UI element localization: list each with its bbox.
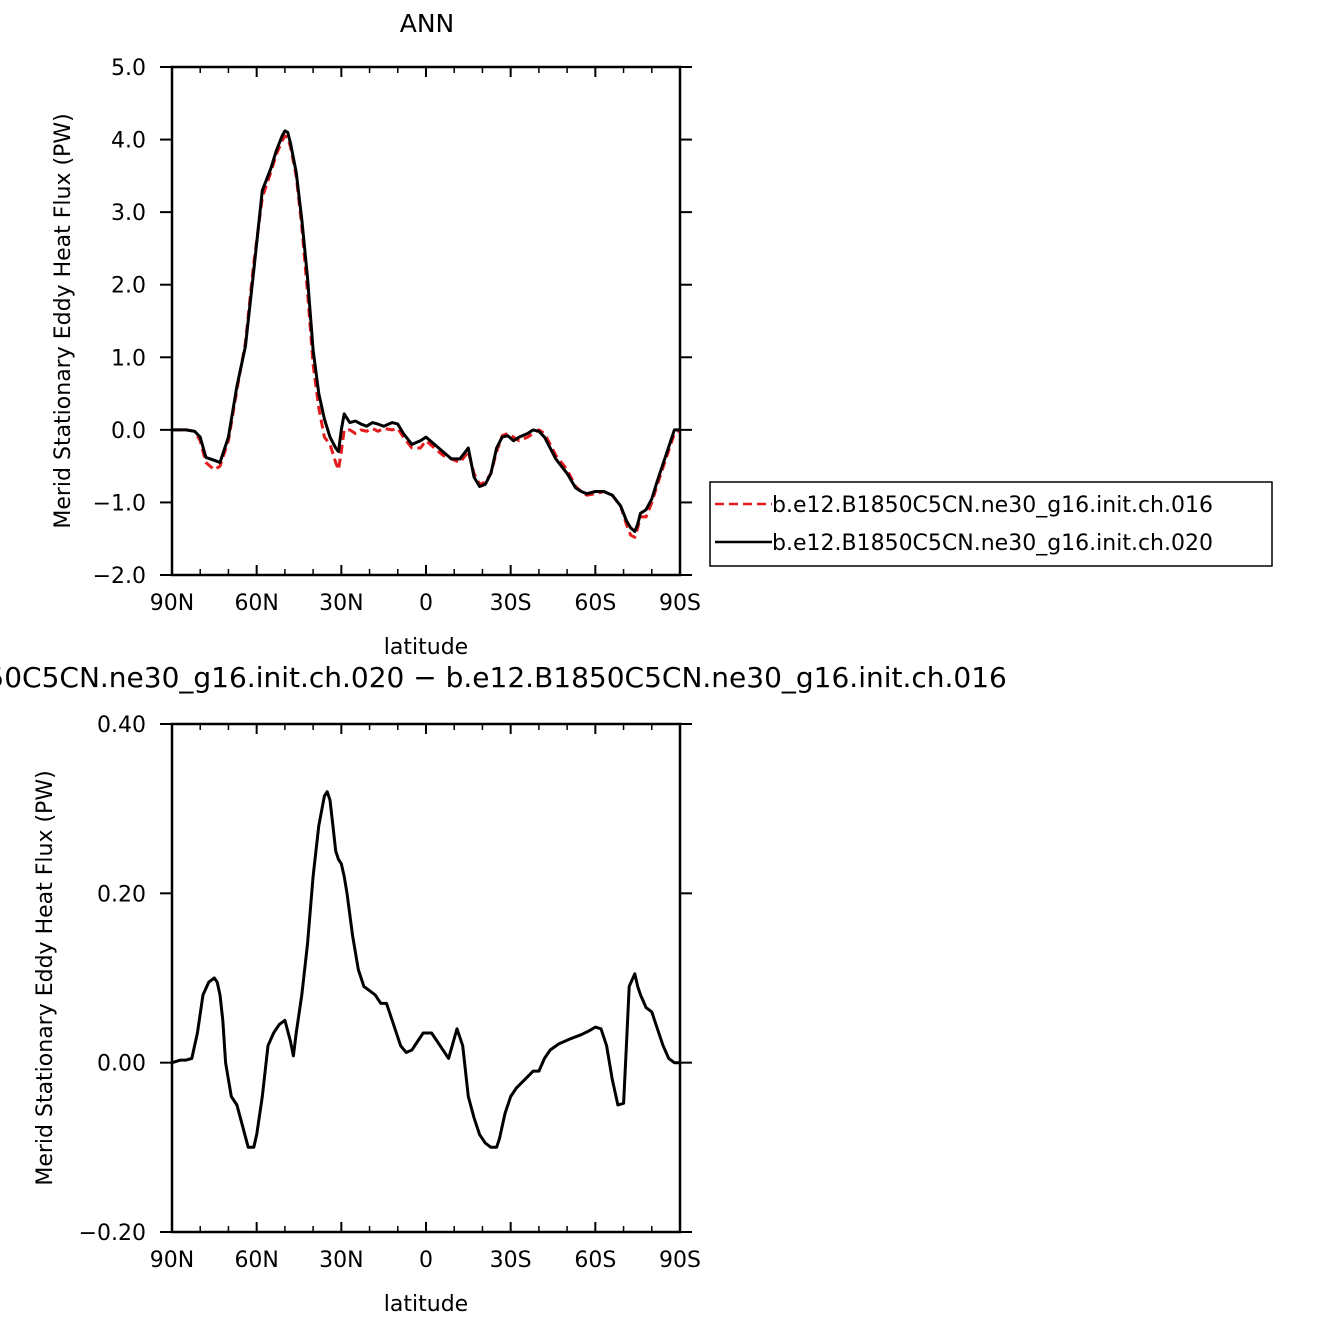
x-tick-label: 90N — [150, 1248, 194, 1273]
top-x-ticks: 90N 60N 30N 0 30S 60S 90S — [150, 67, 701, 616]
top-y-ticks: 5.0 4.0 3.0 2.0 1.0 0.0 −1.0 −2.0 — [93, 56, 692, 589]
y-tick-label: 0.40 — [97, 713, 146, 738]
bottom-plot-area — [171, 790, 680, 1149]
legend-box — [709, 481, 1273, 567]
legend-label-020: b.e12.B1850C5CN.ne30_g16.init.ch.020 — [772, 531, 1213, 556]
y-tick-label: 1.0 — [111, 346, 146, 371]
x-tick-label: 0 — [419, 1248, 433, 1273]
top-panel-title: ANN — [400, 9, 455, 38]
x-tick-label: 60N — [234, 591, 278, 616]
top-x-axis-label: latitude — [384, 635, 468, 660]
y-tick-label: 0.0 — [111, 419, 146, 444]
top-panel: ANN 90N 60N 30N 0 30S 60S 90S 5.0 4.0 3.0 2.0 1.0 0… — [51, 9, 701, 660]
x-tick-label: 60N — [234, 1248, 278, 1273]
x-tick-label: 60S — [574, 1248, 616, 1273]
top-y-axis-label: Merid Stationary Eddy Heat Flux (PW) — [51, 113, 76, 528]
x-tick-label: 30S — [490, 591, 532, 616]
legend-label-016: b.e12.B1850C5CN.ne30_g16.init.ch.016 — [772, 493, 1213, 518]
y-tick-label: 4.0 — [111, 129, 146, 154]
series-line-0 — [172, 134, 681, 539]
x-tick-label: 60S — [574, 591, 616, 616]
y-tick-label: 0.20 — [97, 882, 146, 907]
y-tick-label: 0.00 — [97, 1052, 146, 1077]
series-line-1 — [172, 129, 680, 533]
x-tick-label: 90S — [659, 591, 701, 616]
y-tick-label: −0.20 — [79, 1221, 146, 1246]
x-tick-label: 30S — [490, 1248, 532, 1273]
bottom-panel: b.e12.B1850C5CN.ne30_g16.init.ch.020 − b… — [0, 661, 1007, 1317]
y-tick-label: 3.0 — [111, 201, 146, 226]
y-tick-label: −1.0 — [93, 491, 146, 516]
x-tick-label: 90S — [659, 1248, 701, 1273]
bottom-panel-title: b.e12.B1850C5CN.ne30_g16.init.ch.020 − b… — [0, 661, 1007, 694]
series-line-0 — [171, 790, 680, 1149]
x-tick-label: 30N — [319, 591, 363, 616]
x-tick-label: 0 — [419, 591, 433, 616]
bottom-x-ticks: 90N 60N 30N 0 30S 60S 90S — [150, 724, 701, 1273]
x-tick-label: 90N — [150, 591, 194, 616]
x-tick-label: 30N — [319, 1248, 363, 1273]
y-tick-label: 5.0 — [111, 56, 146, 81]
legend: b.e12.B1850C5CN.ne30_g16.init.ch.016 b.e… — [709, 481, 1273, 567]
y-tick-label: 2.0 — [111, 274, 146, 299]
bottom-plot-frame — [170, 722, 682, 1234]
bottom-y-axis-label: Merid Stationary Eddy Heat Flux (PW) — [33, 770, 58, 1185]
y-tick-label: −2.0 — [93, 564, 146, 589]
bottom-y-ticks: 0.40 0.20 0.00 −0.20 — [79, 713, 692, 1246]
top-plot-area — [172, 129, 681, 539]
bottom-x-axis-label: latitude — [384, 1292, 468, 1317]
